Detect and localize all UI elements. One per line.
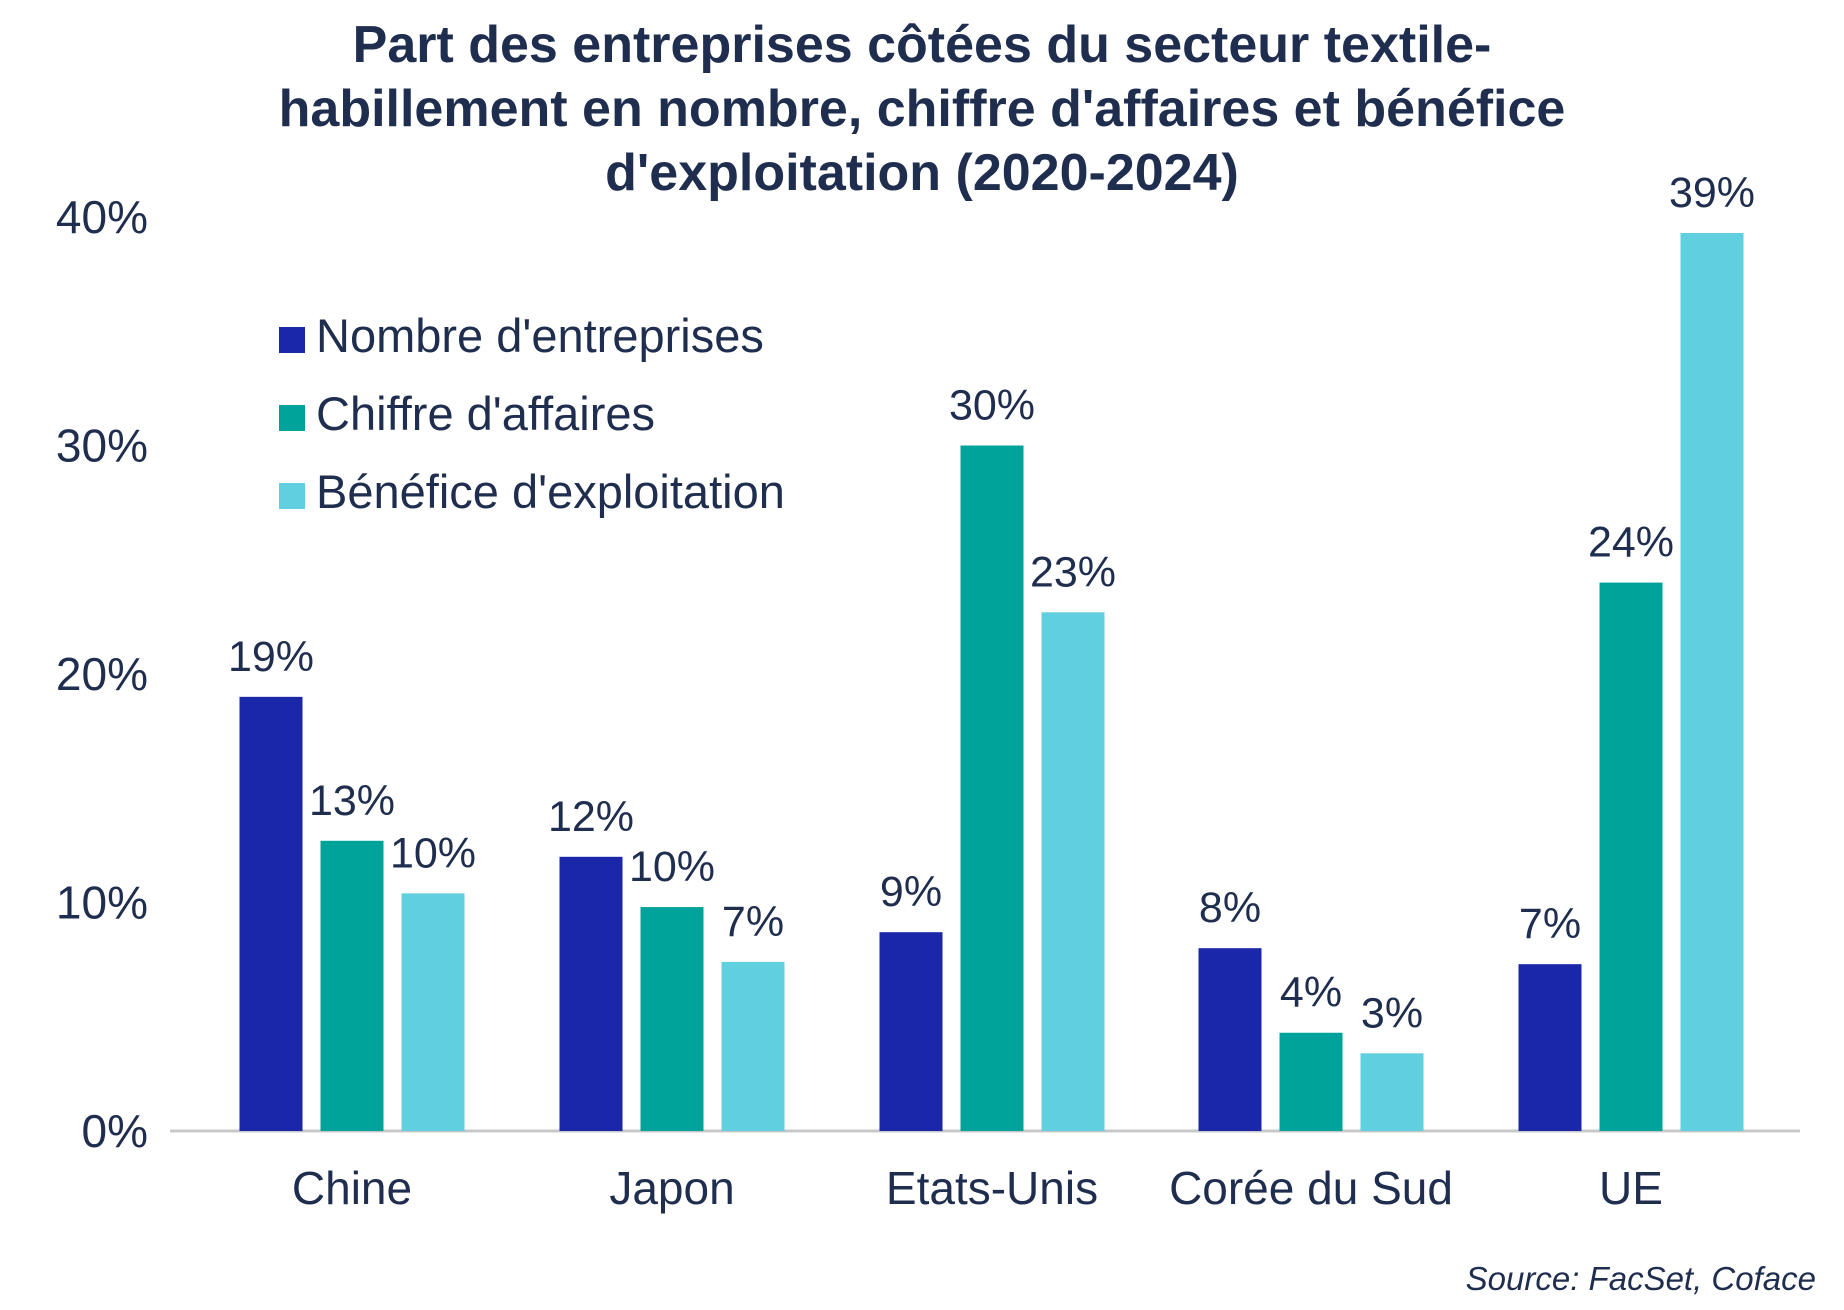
bar-3-5: [1680, 232, 1744, 1131]
data-label: 10%: [390, 829, 476, 877]
bar-1-2: [559, 856, 623, 1131]
x-category-label: Chine: [292, 1162, 412, 1214]
y-tick-label: 20%: [56, 648, 148, 700]
bar-2-4: [1279, 1032, 1343, 1131]
x-category-label: Japon: [609, 1162, 734, 1214]
data-label: 39%: [1669, 169, 1755, 217]
data-label: 30%: [949, 382, 1035, 430]
x-category-label: Etats-Unis: [886, 1162, 1098, 1214]
data-label: 12%: [548, 793, 634, 841]
bar-2-1: [320, 840, 384, 1131]
legend-label: Bénéfice d'exploitation: [316, 465, 785, 518]
legend-swatch: [279, 405, 305, 431]
legend-swatch: [279, 327, 305, 353]
data-label: 19%: [228, 633, 314, 681]
bar-1-3: [879, 932, 943, 1131]
bar-3-1: [401, 893, 465, 1131]
chart-title-line: habillement en nombre, chiffre d'affaire…: [279, 80, 1566, 138]
y-tick-label: 0%: [82, 1105, 148, 1157]
source-note: Source: FacSet, Coface: [1466, 1260, 1816, 1297]
bar-1-5: [1518, 964, 1582, 1131]
chart-title-line: Part des entreprises côtées du secteur t…: [353, 16, 1492, 74]
y-axis-ticks: 0% 10% 20% 30% 40%: [56, 191, 148, 1157]
chart-title: Part des entreprises côtées du secteur t…: [279, 16, 1566, 202]
bar-2-5: [1599, 582, 1663, 1131]
chart-title-line: d'exploitation (2020-2024): [605, 144, 1239, 202]
legend-label: Chiffre d'affaires: [316, 387, 655, 440]
bar-3-4: [1360, 1053, 1424, 1131]
data-label: 7%: [1519, 900, 1581, 948]
bar-1-1: [239, 696, 303, 1131]
data-label: 4%: [1280, 969, 1342, 1017]
bar-2-2: [640, 907, 704, 1131]
data-label: 23%: [1030, 548, 1116, 596]
data-label: 3%: [1361, 989, 1423, 1037]
data-labels: 19%12%9% 8% 7%13%10%30%4%24%10%7%23%3%39%: [228, 169, 1755, 1037]
legend-swatch: [279, 483, 305, 509]
bar-3-3: [1041, 612, 1105, 1131]
legend-label: Nombre d'entreprises: [316, 309, 764, 362]
x-category-label: UE: [1599, 1162, 1663, 1214]
x-category-label: Corée du Sud: [1169, 1162, 1453, 1214]
x-axis-categories: Chine Japon Etats-Unis Corée du Sud UE: [292, 1162, 1663, 1214]
bar-3-2: [721, 961, 785, 1131]
data-label: 13%: [309, 777, 395, 825]
data-label: 8%: [1199, 884, 1261, 932]
y-tick-label: 30%: [56, 420, 148, 472]
bar-2-3: [960, 445, 1024, 1131]
legend: Nombre d'entreprises Chiffre d'affaires Bé…: [279, 309, 785, 518]
bars: [239, 232, 1744, 1131]
y-tick-label: 10%: [56, 877, 148, 929]
data-label: 24%: [1588, 519, 1674, 567]
data-label: 7%: [722, 898, 784, 946]
data-label: 10%: [629, 843, 715, 891]
data-label: 9%: [880, 868, 942, 916]
y-tick-label: 40%: [56, 191, 148, 243]
bar-1-4: [1198, 948, 1262, 1131]
